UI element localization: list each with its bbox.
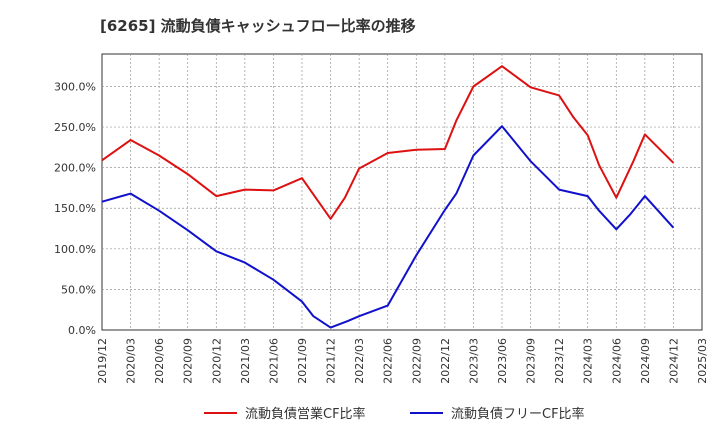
legend-label: 流動負債フリーCF比率 <box>451 406 585 422</box>
series-line <box>101 65 675 220</box>
x-tick-label: 2021/06 <box>267 338 280 384</box>
y-tick-label: 200.0% <box>54 162 96 175</box>
x-tick-label: 2022/03 <box>353 338 366 384</box>
y-tick-label: 300.0% <box>54 80 96 93</box>
chart-title: [6265] 流動負債キャッシュフロー比率の推移 <box>100 17 416 35</box>
x-tick-label: 2021/12 <box>325 338 338 384</box>
x-tick-label: 2023/12 <box>553 338 566 384</box>
legend-label: 流動負債営業CF比率 <box>245 406 366 422</box>
x-tick-label: 2019/12 <box>96 338 109 384</box>
series-line <box>101 125 675 329</box>
x-tick-label: 2021/09 <box>296 338 309 384</box>
x-tick-label: 2021/03 <box>239 338 252 384</box>
x-tick-label: 2022/09 <box>410 338 423 384</box>
x-tick-label: 2024/09 <box>639 338 652 384</box>
x-tick-label: 2025/03 <box>696 338 709 384</box>
y-tick-label: 50.0% <box>61 283 96 296</box>
x-tick-label: 2023/09 <box>525 338 538 384</box>
legend: 流動負債営業CF比率 流動負債フリーCF比率 <box>204 406 585 422</box>
x-tick-label: 2023/06 <box>496 338 509 384</box>
y-tick-label: 0.0% <box>68 324 96 337</box>
x-tick-label: 2022/06 <box>382 338 395 384</box>
y-tick-label: 150.0% <box>54 202 96 215</box>
x-tick-label: 2020/06 <box>153 338 166 384</box>
x-tick-label: 2023/03 <box>467 338 480 384</box>
x-tick-label: 2024/03 <box>582 338 595 384</box>
x-tick-label: 2022/12 <box>439 338 452 384</box>
x-tick-label: 2020/03 <box>125 338 138 384</box>
plot-area: 0.0% 50.0% 100.0% 150.0% 200.0% 250.0% 300.0% 2… <box>54 53 709 384</box>
y-tick-label: 100.0% <box>54 243 96 256</box>
y-tick-label: 250.0% <box>54 121 96 134</box>
x-tick-label: 2020/09 <box>182 338 195 384</box>
x-tick-label: 2020/12 <box>210 338 223 384</box>
plot-frame <box>101 53 703 331</box>
x-tick-label: 2024/06 <box>610 338 623 384</box>
x-tick-label: 2024/12 <box>667 338 680 384</box>
